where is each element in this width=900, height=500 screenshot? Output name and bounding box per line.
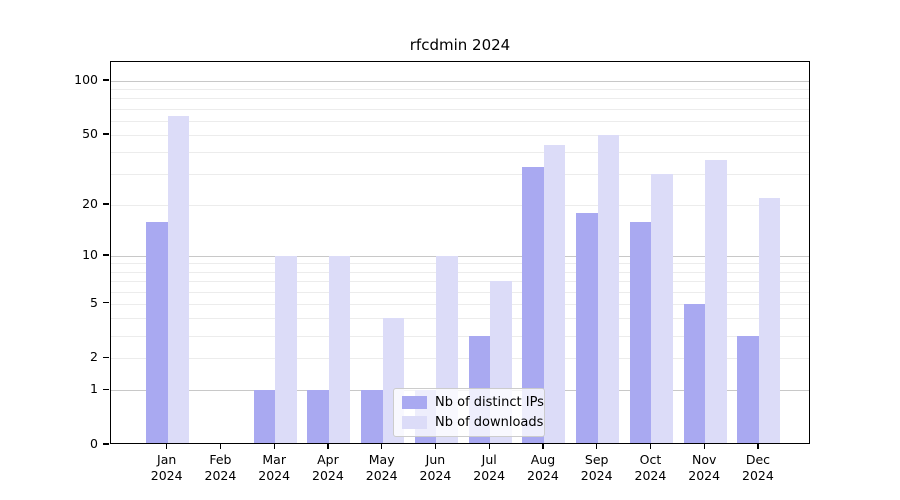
y-tick-label: 50 <box>82 125 98 141</box>
gridline-minor <box>111 303 809 305</box>
y-tick-label: 100 <box>74 72 98 87</box>
y-tick-label: 20 <box>82 195 98 211</box>
plot-area <box>110 61 810 444</box>
bar-downloads-Dec <box>758 197 781 443</box>
legend-swatch-distinct-ips <box>402 396 427 409</box>
gridline-minor <box>111 89 809 91</box>
x-tick-label: Jun 2024 <box>419 452 452 483</box>
bar-downloads-Apr <box>328 255 351 443</box>
gridline-major <box>111 81 809 82</box>
bar-distinct-ips-Dec <box>737 335 759 443</box>
x-tick-mark <box>166 444 168 449</box>
gridline-minor <box>111 291 809 293</box>
x-tick-mark <box>273 444 275 449</box>
legend-item-distinct-ips: Nb of distinct IPs <box>402 395 544 410</box>
bar-distinct-ips-Aug <box>522 166 544 443</box>
bar-distinct-ips-Oct <box>629 221 652 443</box>
gridline-minor <box>111 204 809 206</box>
y-tick-label: 0 <box>90 436 98 451</box>
y-tick-mark <box>103 356 109 359</box>
x-tick-label: Apr 2024 <box>312 452 344 483</box>
x-tick-label: Dec 2024 <box>742 452 774 483</box>
legend-item-downloads: Nb of downloads <box>402 415 543 430</box>
gridline-minor <box>111 174 809 176</box>
gridline-major <box>111 255 809 257</box>
bar-downloads-Jan <box>167 115 190 443</box>
legend-label-downloads: Nb of downloads <box>435 415 544 430</box>
legend: Nb of distinct IPs Nb of downloads <box>393 388 545 437</box>
legend-label-distinct-ips: Nb of distinct IPs <box>435 395 544 410</box>
gridline-minor <box>111 134 809 136</box>
x-tick-label: May 2024 <box>365 452 398 483</box>
x-tick-label: Mar 2024 <box>258 452 291 483</box>
x-tick-label: Oct 2024 <box>634 452 667 483</box>
x-tick-label: Jan 2024 <box>150 452 183 483</box>
x-tick-mark <box>381 444 383 449</box>
bar-downloads-Oct <box>651 174 673 443</box>
x-tick-mark <box>596 444 598 449</box>
gridline-minor <box>111 335 809 337</box>
y-tick-mark <box>103 254 109 256</box>
gridline-minor <box>111 108 809 110</box>
x-tick-mark <box>488 444 490 449</box>
y-tick-mark <box>103 133 109 135</box>
bar-distinct-ips-Mar <box>253 390 276 443</box>
bar-downloads-Sep <box>597 134 620 443</box>
y-tick-label: 5 <box>90 294 98 310</box>
y-tick-mark <box>103 203 109 205</box>
bar-distinct-ips-Apr <box>307 390 329 443</box>
bar-downloads-Aug <box>543 144 566 443</box>
x-tick-mark <box>649 444 652 449</box>
gridline-minor <box>111 318 809 320</box>
bar-distinct-ips-May <box>361 390 383 443</box>
x-tick-mark <box>434 444 437 449</box>
bar-downloads-Nov <box>705 160 727 443</box>
y-tick-label: 1 <box>90 381 98 397</box>
bar-distinct-ips-Sep <box>576 212 598 443</box>
y-tick-label: 2 <box>90 349 98 365</box>
x-tick-mark <box>757 444 759 449</box>
x-tick-label: Aug 2024 <box>527 452 559 483</box>
x-tick-mark <box>219 444 222 449</box>
y-tick-mark <box>103 301 109 304</box>
x-tick-label: Jul 2024 <box>473 452 506 483</box>
x-tick-mark <box>542 444 544 449</box>
chart-title: rfcdmin 2024 <box>409 36 511 54</box>
y-tick-mark <box>103 388 109 391</box>
bar-distinct-ips-Jan <box>146 221 168 443</box>
gridline-minor <box>111 152 809 154</box>
gridline-minor <box>111 263 809 265</box>
bar-distinct-ips-Nov <box>683 303 706 443</box>
x-tick-label: Sep 2024 <box>580 452 613 483</box>
gridline-minor <box>111 280 809 282</box>
gridline-minor <box>111 98 809 100</box>
gridline-minor <box>111 120 809 122</box>
gridline-minor <box>111 271 809 273</box>
legend-swatch-downloads <box>402 416 427 429</box>
y-tick-label: 10 <box>82 246 98 262</box>
x-tick-mark <box>327 444 329 449</box>
x-tick-label: Feb 2024 <box>204 452 237 483</box>
bar-downloads-Mar <box>275 255 297 443</box>
y-tick-mark <box>103 443 109 445</box>
gridline-minor <box>111 358 809 360</box>
y-tick-mark <box>103 79 109 81</box>
x-tick-mark <box>703 444 705 449</box>
x-tick-label: Nov 2024 <box>688 452 721 483</box>
